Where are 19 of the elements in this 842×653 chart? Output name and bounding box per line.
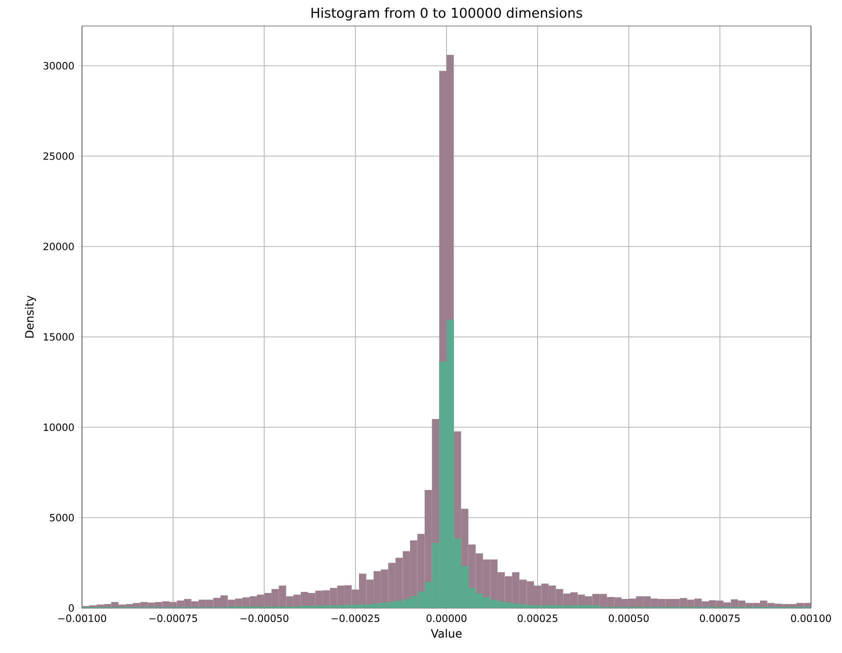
y-tick-label: 25000	[44, 152, 74, 160]
x-tick-label: 0.00025	[518, 614, 558, 622]
x-tick-label: 0.00075	[700, 614, 740, 622]
x-tick-label: 0.00050	[608, 614, 649, 622]
x-tick-label: −0.00075	[149, 614, 198, 622]
x-tick-label: −0.00100	[58, 614, 106, 622]
chart-title: Histogram from 0 to 100000 dimensions	[312, 7, 582, 20]
x-tick-label: −0.00025	[332, 614, 380, 622]
y-axis-title: Density	[24, 296, 36, 338]
x-axis-title: Value	[430, 628, 462, 638]
x-tick-label: 0.00000	[426, 614, 466, 622]
x-tick-label: −0.00050	[240, 614, 288, 622]
y-tick-label: 15000	[44, 333, 74, 341]
y-tick-label: 30000	[44, 62, 74, 70]
x-tick-label: 0.00100	[791, 614, 831, 622]
y-tick-label: 0	[68, 604, 74, 612]
y-tick-label: 5000	[50, 514, 74, 522]
y-tick-label: 20000	[44, 242, 74, 250]
y-tick-label: 10000	[44, 423, 74, 432]
